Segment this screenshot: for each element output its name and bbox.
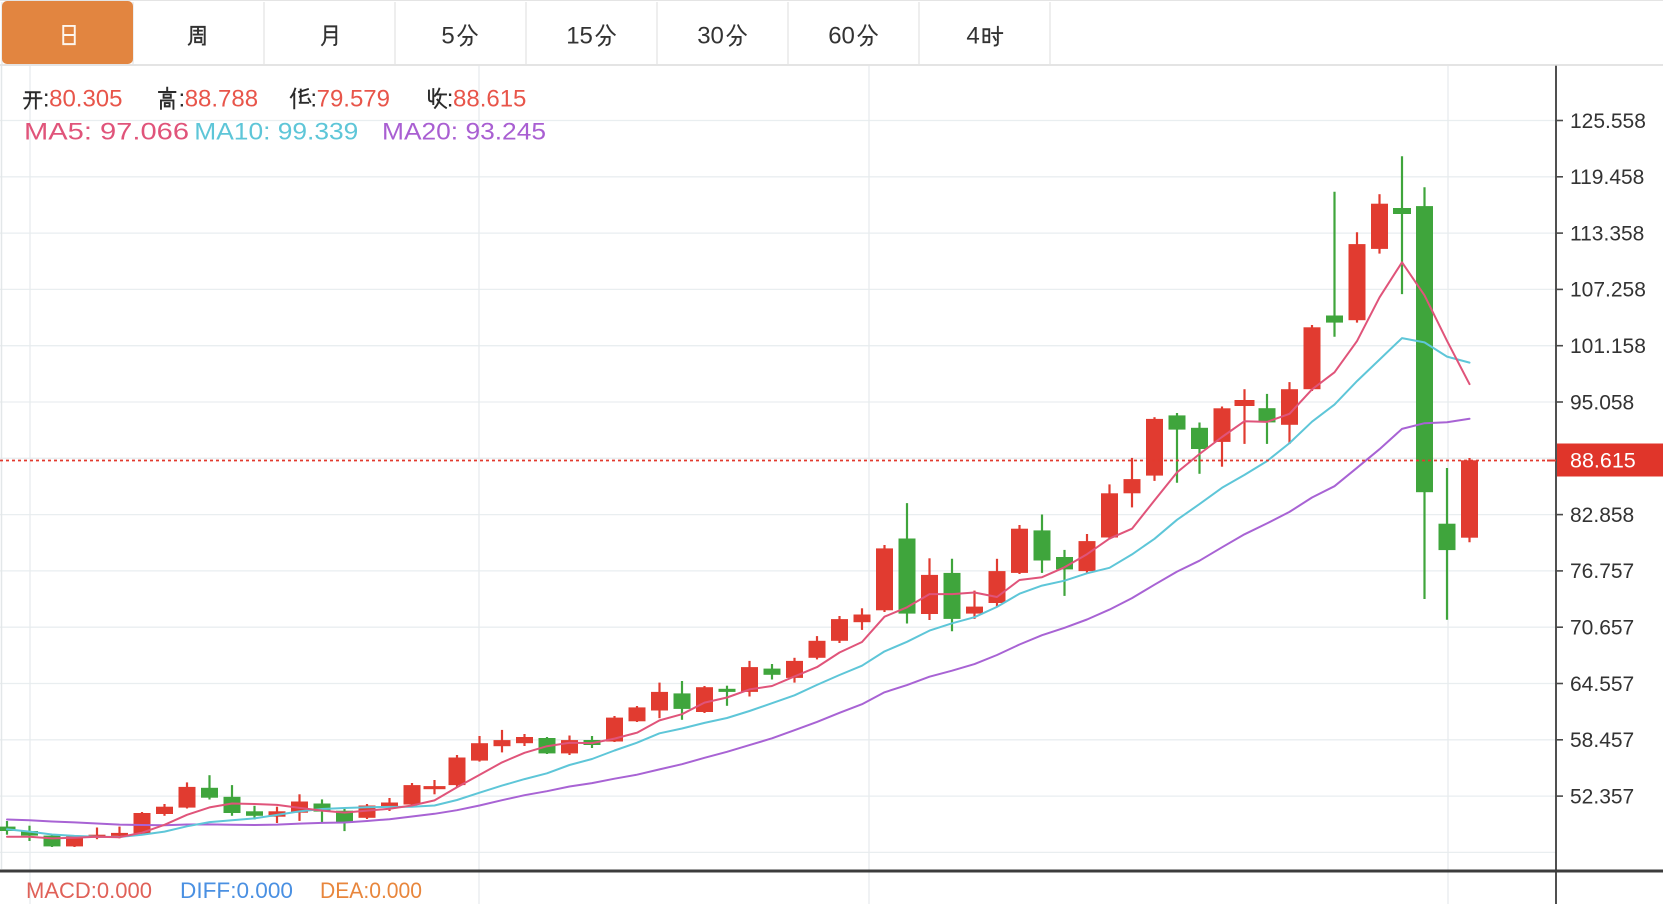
svg-text:MA20: 93.245: MA20: 93.245 — [382, 119, 546, 146]
svg-text:82.858: 82.858 — [1570, 504, 1634, 527]
svg-text:107.258: 107.258 — [1570, 279, 1646, 302]
svg-text:113.358: 113.358 — [1570, 222, 1644, 245]
svg-text:DIFF:0.000: DIFF:0.000 — [180, 878, 293, 903]
svg-text:88.788: 88.788 — [185, 86, 258, 113]
svg-text:88.615: 88.615 — [1570, 449, 1636, 473]
svg-text:58.457: 58.457 — [1570, 729, 1634, 752]
svg-text:DEA:0.000: DEA:0.000 — [320, 878, 422, 903]
svg-text:4: 4 — [966, 23, 979, 50]
svg-text:88.615: 88.615 — [453, 86, 526, 113]
svg-text::: : — [179, 86, 186, 113]
svg-text:52.357: 52.357 — [1570, 785, 1634, 808]
svg-text:101.158: 101.158 — [1570, 335, 1646, 358]
svg-text:15: 15 — [566, 23, 593, 50]
svg-text:5: 5 — [441, 23, 454, 50]
svg-text::: : — [447, 86, 454, 113]
svg-text:70.657: 70.657 — [1570, 617, 1634, 640]
svg-text:80.305: 80.305 — [49, 86, 122, 113]
svg-text:64.557: 64.557 — [1570, 673, 1634, 696]
svg-text::: : — [43, 86, 50, 113]
svg-text:MACD:0.000: MACD:0.000 — [26, 878, 152, 903]
svg-text:119.458: 119.458 — [1570, 166, 1644, 189]
svg-text:60: 60 — [828, 23, 855, 50]
svg-text:76.757: 76.757 — [1570, 560, 1634, 583]
svg-text:79.579: 79.579 — [317, 86, 390, 113]
svg-text:125.558: 125.558 — [1570, 110, 1646, 133]
svg-text:MA5: 97.066: MA5: 97.066 — [24, 119, 189, 146]
svg-text:95.058: 95.058 — [1570, 391, 1634, 414]
svg-text::: : — [310, 86, 317, 113]
svg-text:MA10: 99.339: MA10: 99.339 — [194, 119, 358, 146]
svg-text:30: 30 — [697, 23, 724, 50]
